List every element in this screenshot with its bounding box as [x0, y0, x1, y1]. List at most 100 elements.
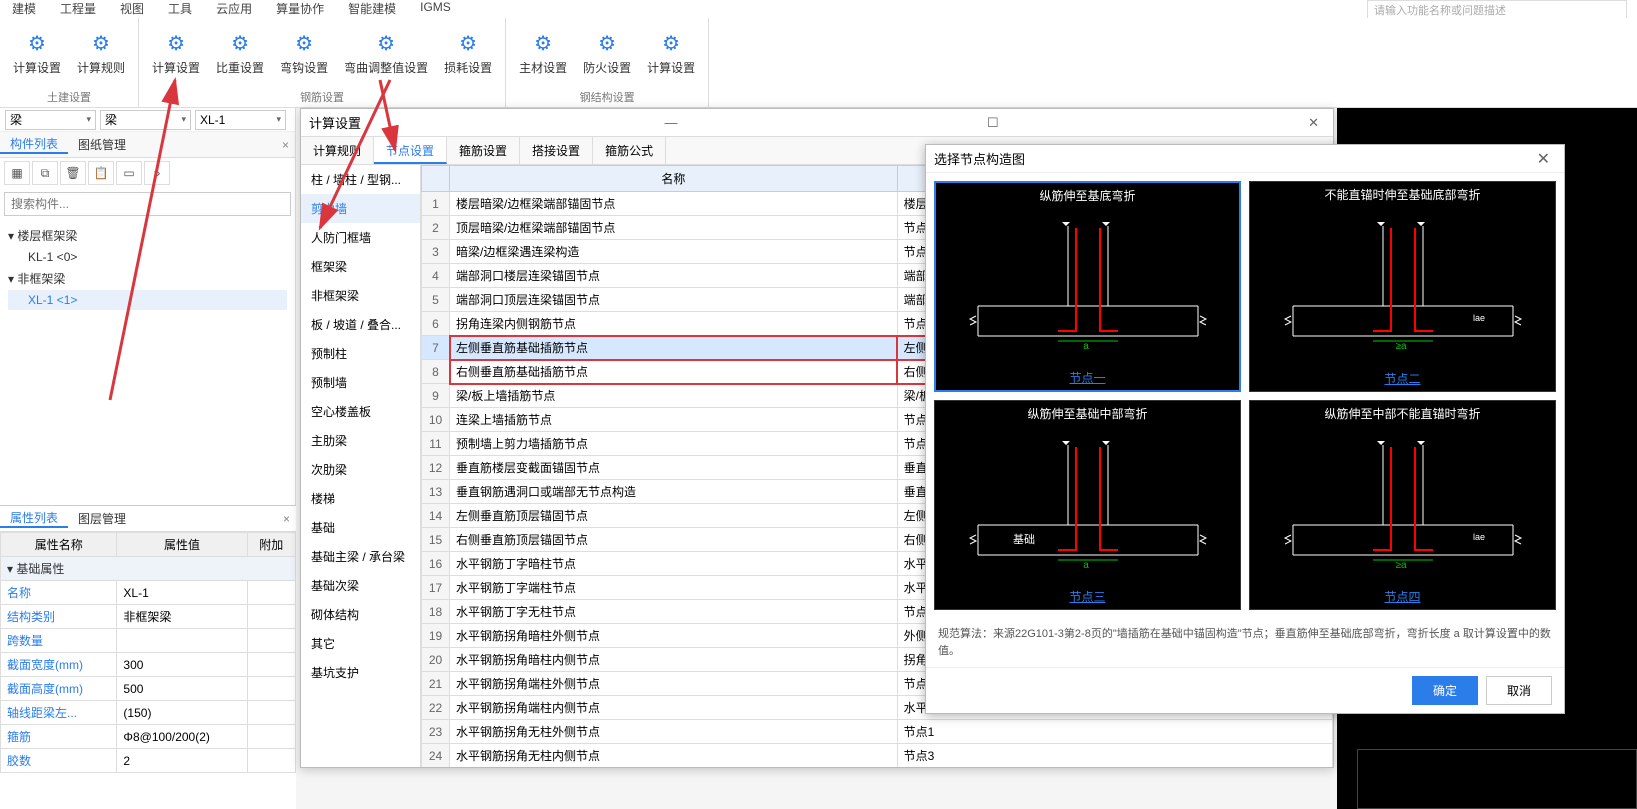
- tab-drawing-mgmt[interactable]: 图纸管理: [68, 136, 136, 153]
- row-name[interactable]: 预制墙上剪力墙插筋节点: [450, 432, 898, 456]
- row-node[interactable]: 节点1: [897, 720, 1332, 744]
- search-component-input[interactable]: [4, 192, 291, 216]
- ribbon-button[interactable]: ⚙计算规则: [69, 18, 133, 87]
- tab-component-list[interactable]: 构件列表: [0, 135, 68, 154]
- category-item[interactable]: 其它: [301, 629, 420, 658]
- menu-item[interactable]: 云应用: [204, 0, 264, 18]
- menu-item[interactable]: 工程量: [48, 0, 108, 18]
- menu-item[interactable]: 视图: [108, 0, 156, 18]
- prop-extra[interactable]: [247, 653, 295, 677]
- category-item[interactable]: 预制柱: [301, 339, 420, 368]
- category-item[interactable]: 剪力墙: [301, 194, 420, 223]
- menu-item[interactable]: 算量协作: [264, 0, 336, 18]
- close-icon[interactable]: ×: [276, 138, 295, 152]
- dialog-tab[interactable]: 箍筋公式: [593, 137, 666, 164]
- delete-icon[interactable]: 🗑: [60, 161, 86, 185]
- category-item[interactable]: 楼梯: [301, 484, 420, 513]
- ribbon-button[interactable]: ⚙防火设置: [575, 18, 639, 87]
- row-name[interactable]: 拐角连梁内侧钢筋节点: [450, 312, 898, 336]
- category-item[interactable]: 框架梁: [301, 252, 420, 281]
- ribbon-button[interactable]: ⚙弯钩设置: [272, 18, 336, 87]
- row-name[interactable]: 水平钢筋丁字端柱节点: [450, 576, 898, 600]
- menu-item[interactable]: 建模: [0, 0, 48, 18]
- maximize-icon[interactable]: ☐: [981, 115, 1005, 131]
- dialog-tab[interactable]: 计算规则: [301, 137, 374, 164]
- close-icon[interactable]: ✕: [1531, 149, 1556, 169]
- category-item[interactable]: 柱 / 墙柱 / 型钢...: [301, 165, 420, 194]
- category-item[interactable]: 次肋梁: [301, 455, 420, 484]
- diagram-caption-bottom[interactable]: 节点一: [1065, 365, 1109, 390]
- diagram-caption-bottom[interactable]: 节点三: [1065, 584, 1109, 609]
- row-name[interactable]: 垂直钢筋遇洞口或端部无节点构造: [450, 480, 898, 504]
- dd-category[interactable]: 梁▾: [5, 110, 96, 130]
- ok-button[interactable]: 确定: [1412, 676, 1478, 705]
- ribbon-button[interactable]: ⚙弯曲调整值设置: [336, 18, 436, 87]
- dialog-tab[interactable]: 箍筋设置: [447, 137, 520, 164]
- category-item[interactable]: 板 / 坡道 / 叠合...: [301, 310, 420, 339]
- row-name[interactable]: 水平钢筋拐角无柱内侧节点: [450, 744, 898, 768]
- prop-value[interactable]: XL-1: [117, 581, 247, 605]
- tree-item[interactable]: KL-1 <0>: [8, 247, 287, 267]
- row-name[interactable]: 水平钢筋丁字暗柱节点: [450, 552, 898, 576]
- prop-value[interactable]: 500: [117, 677, 247, 701]
- category-item[interactable]: 预制墙: [301, 368, 420, 397]
- row-name[interactable]: 垂直筋楼层变截面锚固节点: [450, 456, 898, 480]
- diagram-caption-bottom[interactable]: 节点二: [1380, 366, 1424, 391]
- row-name[interactable]: 左侧垂直筋基础插筋节点: [450, 336, 898, 360]
- prop-value[interactable]: [117, 629, 247, 653]
- row-name[interactable]: 右侧垂直筋基础插筋节点: [450, 360, 898, 384]
- ribbon-button[interactable]: ⚙计算设置: [639, 18, 703, 87]
- row-name[interactable]: 端部洞口楼层连梁锚固节点: [450, 264, 898, 288]
- row-name[interactable]: 左侧垂直筋顶层锚固节点: [450, 504, 898, 528]
- category-item[interactable]: 基础主梁 / 承台梁: [301, 542, 420, 571]
- row-name[interactable]: 水平钢筋拐角暗柱内侧节点: [450, 648, 898, 672]
- close-icon[interactable]: ×: [277, 512, 296, 526]
- ribbon-button[interactable]: ⚙计算设置: [5, 18, 69, 87]
- category-item[interactable]: 基础次梁: [301, 571, 420, 600]
- category-item[interactable]: 砌体结构: [301, 600, 420, 629]
- row-name[interactable]: 水平钢筋拐角端柱外侧节点: [450, 672, 898, 696]
- menu-item[interactable]: IGMS: [408, 0, 463, 18]
- category-item[interactable]: 主肋梁: [301, 426, 420, 455]
- dialog-tab[interactable]: 搭接设置: [520, 137, 593, 164]
- dialog-tab[interactable]: 节点设置: [374, 137, 447, 164]
- close-icon[interactable]: ✕: [1302, 115, 1325, 131]
- diagram-option[interactable]: 纵筋伸至中部不能直锚时弯折≥alae节点四: [1249, 400, 1556, 611]
- prop-value[interactable]: (150): [117, 701, 247, 725]
- category-item[interactable]: 人防门框墙: [301, 223, 420, 252]
- row-name[interactable]: 右侧垂直筋顶层锚固节点: [450, 528, 898, 552]
- menu-item[interactable]: 智能建模: [336, 0, 408, 18]
- new-icon[interactable]: ▦: [4, 161, 30, 185]
- prop-value[interactable]: 非框架梁: [117, 605, 247, 629]
- prop-value[interactable]: 2: [117, 749, 247, 773]
- category-item[interactable]: 非框架梁: [301, 281, 420, 310]
- dd-type[interactable]: 梁▾: [100, 110, 191, 130]
- row-name[interactable]: 端部洞口顶层连梁锚固节点: [450, 288, 898, 312]
- prop-value[interactable]: Φ8@100/200(2): [117, 725, 247, 749]
- layer-icon[interactable]: ▭: [116, 161, 142, 185]
- row-node[interactable]: 节点3: [897, 744, 1332, 768]
- tab-properties[interactable]: 属性列表: [0, 509, 68, 528]
- ribbon-button[interactable]: ⚙损耗设置: [436, 18, 500, 87]
- diagram-option[interactable]: 纵筋伸至基础中部弯折a基础节点三: [934, 400, 1241, 611]
- ribbon-button[interactable]: ⚙计算设置: [144, 18, 208, 87]
- dd-member[interactable]: XL-1▾: [195, 110, 286, 130]
- diagram-option[interactable]: 不能直锚时伸至基础底部弯折≥alae节点二: [1249, 181, 1556, 392]
- category-item[interactable]: 空心楼盖板: [301, 397, 420, 426]
- diagram-option[interactable]: 纵筋伸至基底弯折a节点一: [934, 181, 1241, 392]
- ribbon-button[interactable]: ⚙主材设置: [511, 18, 575, 87]
- row-name[interactable]: 梁/板上墙插筋节点: [450, 384, 898, 408]
- prop-extra[interactable]: [247, 605, 295, 629]
- paste-icon[interactable]: 📋: [88, 161, 114, 185]
- tree-item[interactable]: XL-1 <1>: [8, 290, 287, 310]
- row-name[interactable]: 暗梁/边框梁遇连梁构造: [450, 240, 898, 264]
- more-icon[interactable]: »: [144, 161, 170, 185]
- prop-extra[interactable]: [247, 749, 295, 773]
- prop-extra[interactable]: [247, 725, 295, 749]
- row-name[interactable]: 水平钢筋丁字无柱节点: [450, 600, 898, 624]
- menu-item[interactable]: 工具: [156, 0, 204, 18]
- row-name[interactable]: 水平钢筋拐角无柱外侧节点: [450, 720, 898, 744]
- minimize-icon[interactable]: —: [658, 115, 683, 130]
- row-name[interactable]: 连梁上墙插筋节点: [450, 408, 898, 432]
- prop-extra[interactable]: [247, 701, 295, 725]
